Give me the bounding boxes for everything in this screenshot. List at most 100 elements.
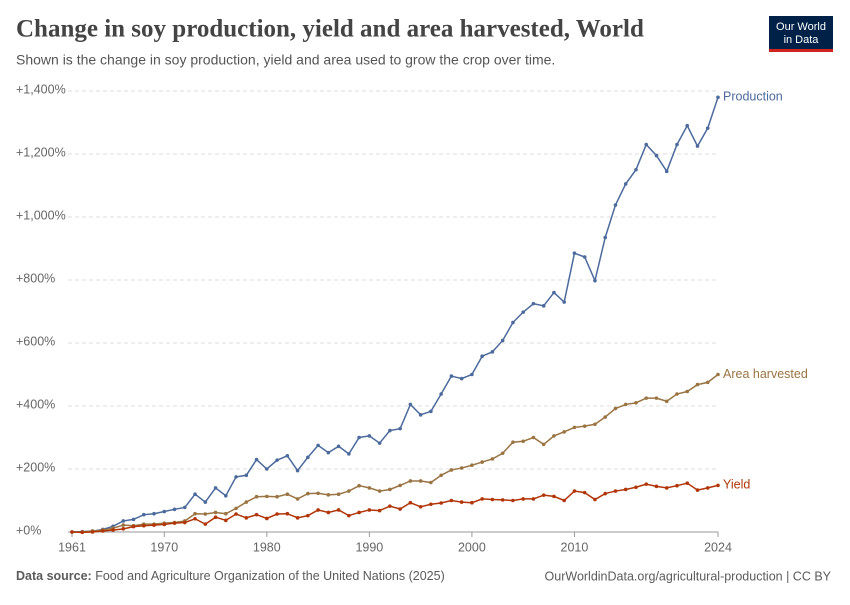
point	[377, 441, 382, 445]
point	[357, 483, 361, 488]
point	[306, 455, 310, 460]
point	[695, 382, 700, 387]
logo[interactable]: Our World in Data	[769, 16, 833, 52]
point	[408, 402, 413, 407]
x-tick-label: 1961	[58, 540, 86, 554]
point	[172, 507, 177, 512]
y-tick-label: +400%	[16, 397, 55, 411]
point	[593, 278, 597, 283]
series-label: Production	[723, 90, 783, 104]
point	[541, 493, 546, 497]
point	[275, 494, 279, 499]
point	[347, 513, 351, 518]
point	[705, 126, 710, 130]
point	[500, 498, 505, 502]
point	[541, 304, 546, 308]
point	[531, 301, 536, 306]
point	[418, 413, 423, 417]
point	[470, 463, 474, 468]
point	[131, 517, 136, 522]
chart-subtitle: Shown is the change in soy production, y…	[16, 52, 555, 68]
point	[213, 515, 218, 519]
point	[265, 516, 269, 521]
point	[644, 396, 649, 400]
point	[152, 511, 156, 516]
point	[316, 508, 320, 512]
point	[336, 444, 341, 449]
logo-text: Our World	[776, 21, 826, 33]
source-label: Data source:	[16, 569, 92, 583]
point	[480, 497, 484, 501]
point	[623, 182, 628, 186]
point	[654, 484, 659, 489]
point	[675, 142, 679, 147]
x-tick-label: 2024	[704, 540, 732, 554]
point	[408, 479, 413, 483]
point	[480, 354, 484, 359]
point	[80, 530, 85, 535]
x-tick-label: 1990	[355, 540, 383, 554]
point	[398, 483, 402, 488]
point	[254, 457, 259, 462]
point	[439, 473, 443, 478]
point	[644, 482, 649, 486]
point	[664, 169, 669, 174]
credit[interactable]: OurWorldinData.org/agricultural-producti…	[545, 569, 832, 583]
point	[203, 512, 208, 516]
point	[705, 380, 710, 385]
point	[275, 458, 279, 462]
point	[162, 509, 167, 514]
point	[572, 489, 577, 493]
point	[449, 498, 454, 503]
point	[141, 523, 146, 528]
point	[449, 374, 454, 378]
point	[572, 425, 577, 430]
point	[90, 530, 95, 534]
logo-box[interactable]	[769, 16, 833, 50]
point	[511, 498, 515, 503]
point	[664, 399, 669, 404]
point	[634, 167, 638, 172]
point	[357, 510, 361, 515]
point	[367, 508, 372, 512]
point	[213, 510, 218, 515]
point	[470, 372, 474, 377]
point	[377, 508, 382, 513]
point	[70, 530, 74, 534]
point	[429, 409, 433, 414]
x-tick-label: 2010	[561, 540, 589, 554]
point	[634, 401, 638, 405]
point	[654, 396, 659, 400]
point	[623, 402, 628, 407]
y-tick-label: +0%	[16, 523, 41, 537]
point	[316, 491, 320, 496]
point	[716, 95, 720, 100]
point	[562, 498, 566, 503]
y-tick-label: +1,200%	[16, 145, 66, 159]
point	[295, 497, 300, 501]
point	[244, 473, 249, 478]
point	[675, 392, 679, 396]
point	[336, 508, 341, 512]
point	[685, 123, 690, 128]
point	[306, 513, 310, 518]
point	[716, 483, 720, 488]
point	[644, 142, 649, 147]
point	[429, 480, 433, 485]
x-tick-label: 1980	[253, 540, 281, 554]
point	[582, 255, 587, 259]
point	[634, 485, 638, 490]
point	[285, 511, 290, 516]
point	[182, 505, 187, 510]
source-text: Food and Agriculture Organization of the…	[95, 569, 445, 583]
point	[521, 439, 525, 444]
series-label: Yield	[723, 478, 750, 492]
y-tick-label: +1,000%	[16, 208, 66, 222]
point	[716, 372, 720, 377]
point	[347, 489, 351, 493]
point	[111, 528, 115, 532]
point	[316, 443, 320, 448]
point	[326, 493, 331, 497]
point	[234, 512, 238, 516]
point	[490, 350, 495, 354]
